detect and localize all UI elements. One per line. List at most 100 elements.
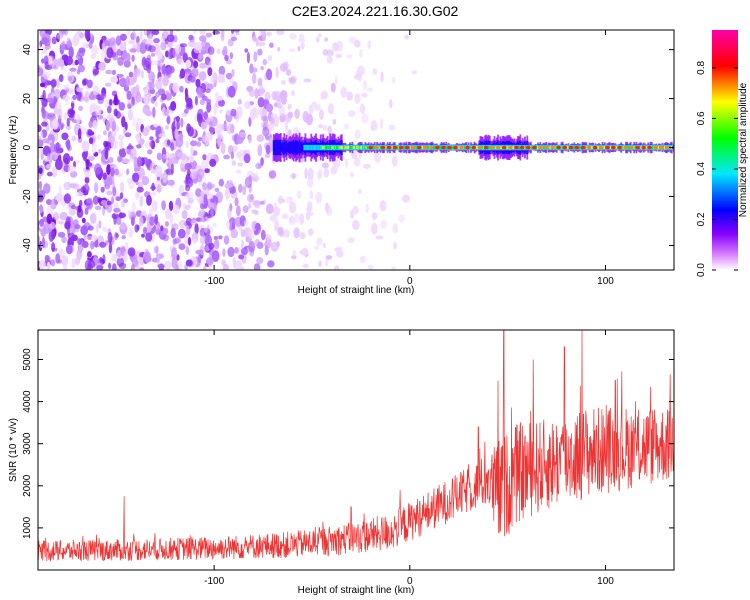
heatmap-cell: [208, 127, 216, 133]
heatmap-cell: [185, 140, 189, 149]
heatmap-cell: [402, 194, 410, 203]
heatmap-cell: [80, 186, 86, 193]
heatmap-cell: [266, 234, 271, 241]
heatmap-cell: [361, 113, 369, 124]
heatmap-cell: [470, 146, 472, 149]
heatmap-cell: [154, 43, 161, 56]
heatmap-cell: [328, 146, 330, 149]
heatmap-cell: [254, 223, 261, 231]
heatmap-cell: [290, 141, 293, 154]
heatmap-cell: [524, 146, 526, 149]
heatmap-cell: [264, 245, 269, 256]
heatmap-cell: [146, 194, 152, 206]
heatmap-cell: [615, 146, 618, 149]
heatmap-cell: [477, 145, 483, 150]
heatmap-cell: [111, 196, 115, 204]
heatmap-cell: [160, 225, 164, 232]
heatmap-cell: [228, 187, 236, 194]
heatmap-cell: [167, 52, 172, 60]
heatmap-cell: [212, 222, 217, 228]
heatmap-cell: [182, 52, 188, 63]
heatmap-cell: [76, 89, 82, 101]
heatmap-cell: [203, 227, 208, 233]
heatmap-cell: [318, 144, 321, 151]
snr-y-label: SNR (10 * v/v): [8, 418, 19, 482]
heatmap-cell: [63, 181, 72, 191]
heatmap-cell: [196, 141, 202, 147]
heatmap-cell: [209, 77, 217, 85]
heatmap-cell: [307, 176, 314, 189]
heatmap-cell: [126, 177, 135, 184]
heatmap-cell: [307, 212, 314, 217]
heatmap-cell: [404, 145, 410, 150]
heatmap-cell: [169, 213, 174, 225]
heatmap-cell: [186, 123, 192, 134]
heatmap-cell: [181, 112, 188, 117]
heatmap-cell: [392, 145, 398, 150]
heatmap-cell: [168, 156, 175, 168]
heatmap-cell: [136, 96, 145, 102]
heatmap-cell: [156, 176, 160, 181]
heatmap-cell: [319, 144, 322, 151]
heatmap-cell: [126, 145, 134, 150]
heatmap-cell: [198, 30, 206, 35]
heatmap-cell: [346, 91, 354, 101]
heatmap-cell: [41, 105, 45, 114]
heatmap-cell: [278, 139, 281, 156]
heatmap-cell: [525, 146, 528, 149]
heatmap-cell: [50, 151, 58, 161]
heatmap-cell: [275, 66, 279, 79]
heatmap-cell: [338, 146, 341, 149]
heatmap-cell: [188, 34, 194, 41]
heatmap-cell: [330, 82, 336, 93]
heatmap-cell: [144, 57, 152, 68]
heatmap-cell: [116, 73, 124, 78]
heatmap-cell: [162, 234, 170, 242]
heatmap-cell: [345, 146, 348, 149]
heatmap-cell: [155, 138, 160, 144]
heatmap-cell: [70, 204, 77, 210]
heatmap-cell: [256, 134, 265, 142]
heatmap-cell: [627, 146, 630, 149]
heatmap-cell: [538, 145, 543, 150]
heatmap-cell: [58, 74, 64, 83]
heatmap-cell: [363, 163, 371, 169]
heatmap-cell: [663, 146, 666, 149]
heatmap-cell: [358, 72, 362, 82]
heatmap-cell: [658, 146, 660, 149]
heatmap-cell: [47, 152, 51, 161]
heatmap-cell: [573, 146, 576, 149]
heatmap-cell: [262, 126, 270, 137]
heatmap-cell: [87, 251, 92, 258]
heatmap-cell: [579, 146, 582, 149]
heatmap-cell: [260, 157, 264, 166]
heatmap-cell: [561, 146, 564, 149]
heatmap-cell: [633, 146, 636, 149]
heatmap-cell: [106, 190, 113, 196]
heatmap-cell: [130, 148, 137, 160]
heatmap-cell: [276, 94, 283, 104]
heatmap-cell: [56, 32, 63, 40]
heatmap-cell: [41, 236, 46, 249]
heatmap-cell: [307, 167, 314, 180]
heatmap-cell: [119, 138, 124, 150]
heatmap-cell: [235, 151, 244, 158]
heatmap-cell: [280, 80, 286, 85]
heatmap-cell: [107, 232, 113, 244]
heatmap-cell: [548, 146, 551, 149]
heatmap-cell: [213, 235, 218, 240]
heatmap-cell: [103, 130, 107, 136]
heatmap-cell: [314, 245, 319, 251]
heatmap-cell: [100, 93, 107, 99]
heatmap-cell: [98, 220, 102, 229]
heatmap-cell: [149, 207, 154, 217]
heatmap-cell: [70, 222, 76, 235]
heatmap-cell: [409, 146, 411, 149]
heatmap-cell: [293, 227, 300, 239]
heatmap-cell: [275, 220, 279, 226]
heatmap-cell: [367, 40, 372, 50]
heatmap-cell: [294, 108, 300, 119]
heatmap-cell: [289, 32, 297, 40]
heatmap-cell: [296, 190, 302, 200]
heatmap-cell: [339, 146, 342, 149]
